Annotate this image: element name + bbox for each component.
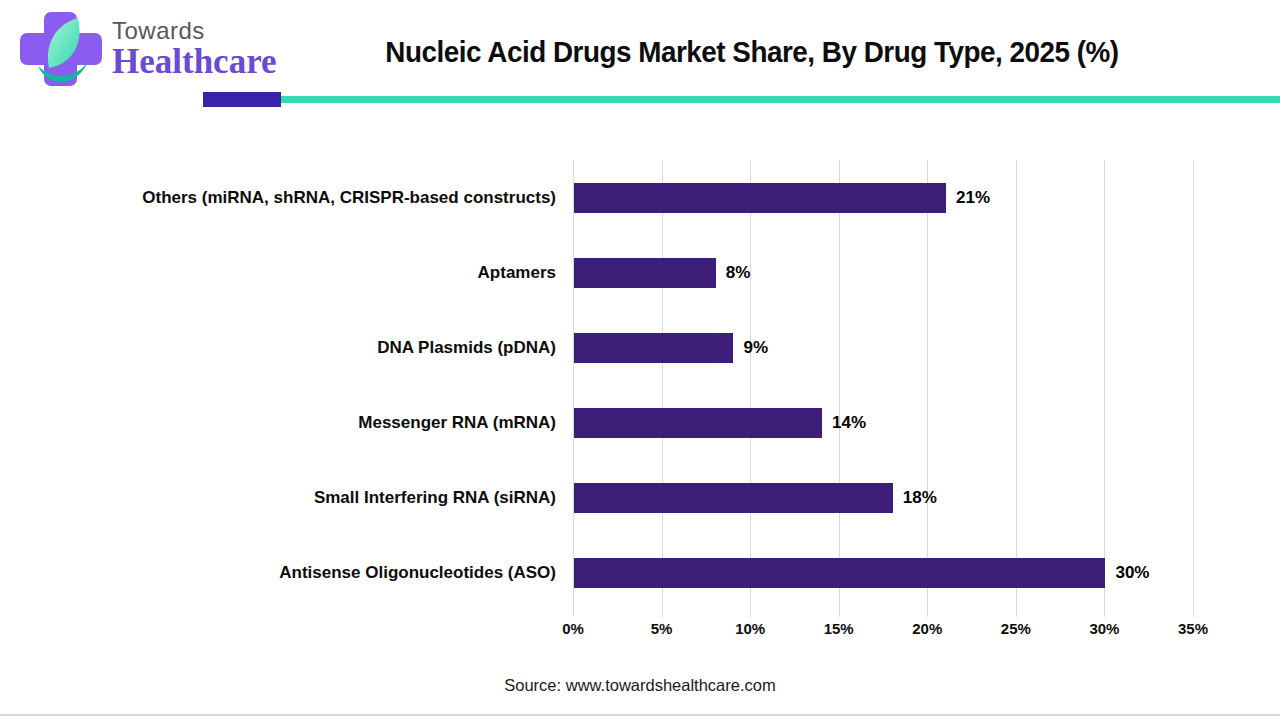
x-tick-label: 0%	[533, 620, 613, 637]
category-label: Small Interfering RNA (siRNA)	[0, 460, 556, 535]
gridline	[1193, 160, 1194, 617]
brand-name-bottom: Healthcare	[112, 44, 277, 80]
bar-value-label: 14%	[832, 408, 866, 438]
chart-row: 30%	[573, 535, 1193, 610]
x-tick-label: 15%	[799, 620, 879, 637]
bar-value-label: 8%	[726, 258, 751, 288]
bar	[574, 558, 1105, 588]
divider-teal-line	[281, 96, 1280, 103]
x-axis: 0%5%10%15%20%25%30%35%	[573, 620, 1233, 644]
bar	[574, 183, 946, 213]
category-label: Others (miRNA, shRNA, CRISPR-based const…	[0, 160, 556, 235]
bar	[574, 333, 733, 363]
bar	[574, 483, 893, 513]
category-label: DNA Plasmids (pDNA)	[0, 310, 556, 385]
cross-leaf-icon	[14, 8, 110, 90]
bottom-border-line	[0, 714, 1280, 716]
bar	[574, 408, 822, 438]
brand-logo: Towards Healthcare	[14, 8, 277, 90]
bar-value-label: 9%	[743, 333, 768, 363]
bar	[574, 258, 716, 288]
chart-row: 21%	[573, 160, 1193, 235]
bar-value-label: 18%	[903, 483, 937, 513]
category-label: Aptamers	[0, 235, 556, 310]
page-title: Nucleic Acid Drugs Market Share, By Drug…	[368, 36, 1136, 69]
chart-row: 14%	[573, 385, 1193, 460]
x-tick-label: 30%	[1064, 620, 1144, 637]
category-label: Messenger RNA (mRNA)	[0, 385, 556, 460]
bar-value-label: 21%	[956, 183, 990, 213]
chart-row: 8%	[573, 235, 1193, 310]
chart-row: 9%	[573, 310, 1193, 385]
category-label: Antisense Oligonucleotides (ASO)	[0, 535, 556, 610]
divider-purple-segment	[203, 92, 281, 107]
x-tick-label: 10%	[710, 620, 790, 637]
chart-row: 18%	[573, 460, 1193, 535]
bar-value-label: 30%	[1115, 558, 1149, 588]
x-tick-label: 35%	[1153, 620, 1233, 637]
brand-wordmark: Towards Healthcare	[112, 18, 277, 80]
brand-name-top: Towards	[112, 18, 277, 44]
x-tick-label: 25%	[976, 620, 1056, 637]
category-label-column: Others (miRNA, shRNA, CRISPR-based const…	[0, 160, 556, 610]
x-tick-label: 20%	[887, 620, 967, 637]
source-text: Source: www.towardshealthcare.com	[0, 676, 1280, 695]
plot-area: 21% 8% 9% 14% 18% 30%	[573, 160, 1193, 610]
x-tick-label: 5%	[622, 620, 702, 637]
